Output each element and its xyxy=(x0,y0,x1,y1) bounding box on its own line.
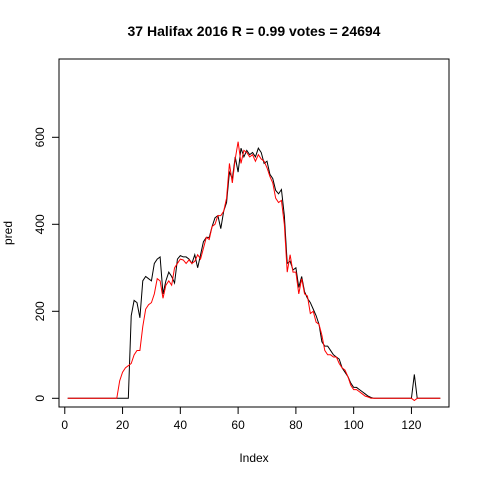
x-tick-label: 60 xyxy=(231,418,245,432)
x-tick-label: 20 xyxy=(116,418,130,432)
series-line-1 xyxy=(67,141,441,402)
x-tick-label: 40 xyxy=(174,418,188,432)
chart-title: 37 Halifax 2016 R = 0.99 votes = 24694 xyxy=(128,23,381,39)
series-line-0 xyxy=(67,147,441,399)
y-tick-label: 600 xyxy=(33,127,47,147)
plot-frame xyxy=(58,58,450,408)
y-axis: 0 200 400 600 xyxy=(33,127,60,402)
y-axis-label: pred xyxy=(1,221,15,245)
x-tick-label: 100 xyxy=(344,418,364,432)
x-tick-label: 80 xyxy=(289,418,303,432)
x-tick-label: 0 xyxy=(61,418,68,432)
series-layer xyxy=(67,141,441,402)
x-axis-label: Index xyxy=(239,451,268,465)
y-tick-label: 0 xyxy=(33,395,47,402)
x-axis: 0 20 40 60 80 100 120 xyxy=(61,406,422,432)
y-tick-label: 200 xyxy=(33,301,47,321)
x-tick-label: 120 xyxy=(401,418,421,432)
y-tick-label: 400 xyxy=(33,214,47,234)
